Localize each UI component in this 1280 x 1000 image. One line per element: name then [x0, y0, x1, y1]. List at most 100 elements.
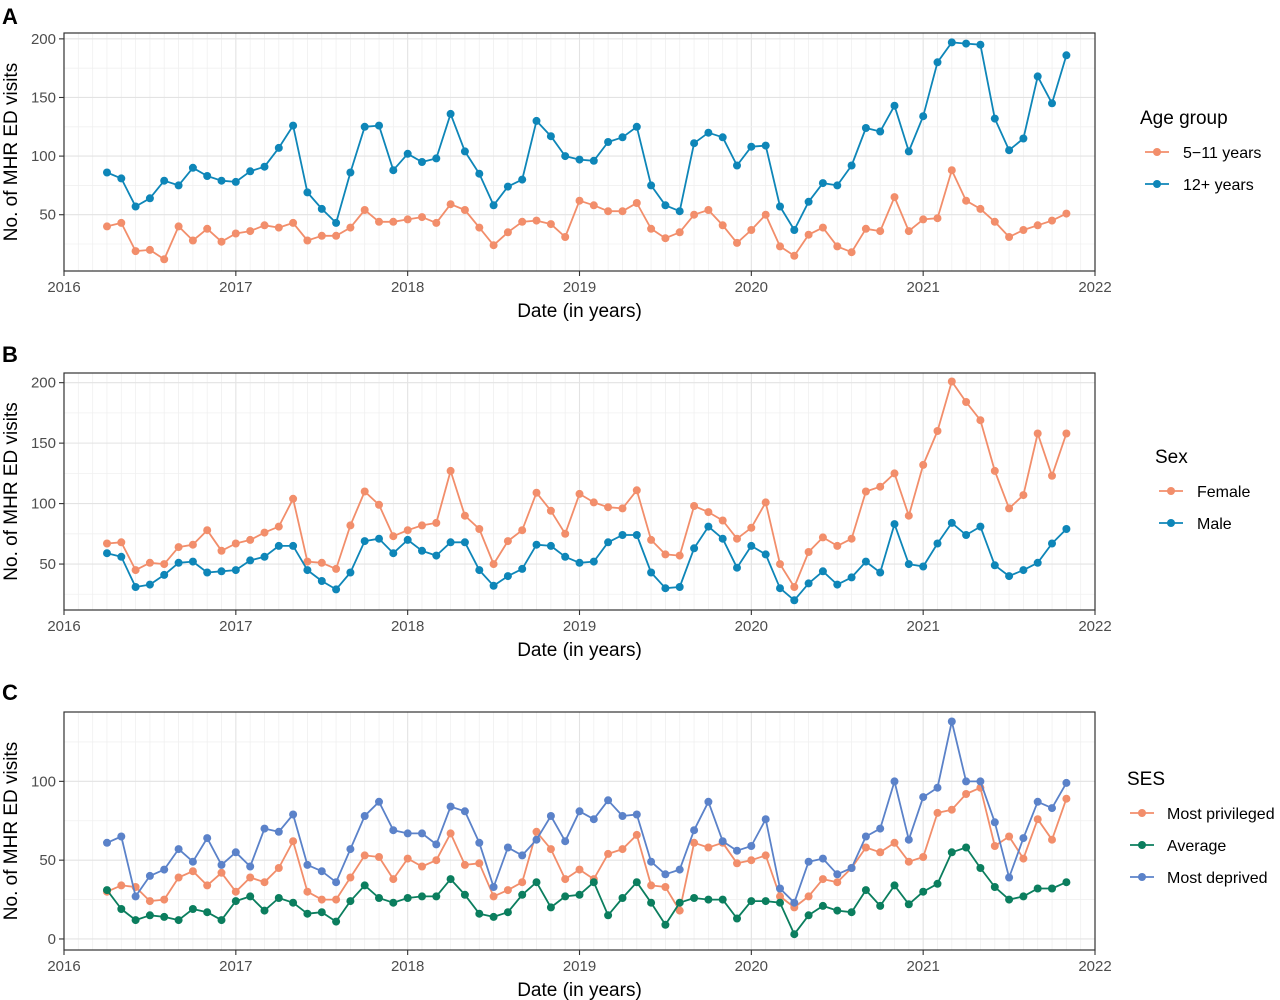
data-point: [160, 895, 169, 904]
data-point: [632, 486, 641, 495]
data-point: [332, 878, 341, 887]
data-point: [718, 221, 727, 230]
data-point: [618, 812, 627, 820]
data-point: [704, 797, 713, 806]
data-point: [418, 158, 426, 166]
data-point: [1033, 221, 1042, 230]
data-point: [733, 161, 741, 170]
data-point: [475, 909, 484, 918]
data-point: [833, 906, 842, 915]
data-point: [303, 557, 312, 566]
data-point: [503, 572, 512, 581]
data-point: [475, 838, 484, 847]
y-tick-label: 50: [39, 556, 56, 573]
data-point: [747, 897, 756, 906]
data-point: [303, 188, 312, 197]
y-tick-label: 150: [31, 435, 56, 452]
data-point: [289, 218, 298, 227]
data-point: [618, 133, 627, 142]
data-point: [360, 487, 369, 496]
data-point: [890, 469, 899, 478]
data-point: [933, 539, 942, 548]
data-point: [546, 812, 555, 820]
data-point: [131, 202, 140, 211]
data-point: [747, 856, 756, 865]
data-point: [761, 498, 770, 507]
data-point: [604, 503, 613, 512]
data-point: [160, 176, 169, 185]
data-point: [647, 857, 656, 866]
data-point: [446, 466, 455, 475]
data-point: [632, 810, 641, 819]
data-point: [890, 193, 899, 202]
data-point: [833, 541, 842, 550]
legend-title: SES: [1127, 769, 1165, 790]
data-point: [647, 881, 656, 890]
data-point: [647, 898, 656, 907]
data-point: [117, 218, 126, 227]
data-point: [1019, 892, 1028, 901]
data-point: [332, 585, 341, 594]
data-point: [317, 558, 326, 567]
data-point: [546, 220, 555, 229]
data-point: [289, 898, 298, 907]
data-point: [145, 911, 154, 920]
data-point: [1048, 539, 1056, 548]
data-point: [933, 214, 942, 223]
data-point: [489, 883, 498, 891]
x-tick-label: 2022: [1078, 618, 1111, 635]
data-point: [231, 887, 240, 896]
x-tick-label: 2016: [47, 279, 80, 296]
data-point: [604, 849, 613, 858]
data-point: [217, 916, 226, 925]
data-point: [890, 777, 899, 786]
data-point: [446, 109, 455, 118]
data-point: [103, 886, 111, 895]
data-point: [446, 875, 455, 884]
data-point: [589, 156, 598, 165]
data-point: [1005, 873, 1014, 882]
data-point: [733, 238, 741, 247]
data-point: [203, 834, 212, 843]
data-point: [632, 830, 641, 839]
y-axis-title: No. of MHR ED visits: [1, 742, 22, 920]
data-point: [876, 227, 885, 236]
data-point: [160, 255, 169, 264]
data-point: [604, 138, 613, 146]
legend-key-point: [1153, 180, 1161, 188]
data-point: [561, 875, 570, 884]
panel-A: A 2016 2017 2018 2019 2020 2021 2022 50 100 150 200…: [1, 4, 1261, 322]
data-point: [403, 535, 412, 544]
data-point: [375, 853, 383, 861]
data-point: [160, 865, 169, 874]
data-point: [389, 166, 398, 175]
data-point: [647, 535, 656, 544]
data-point: [847, 864, 856, 872]
x-tick-label: 2020: [735, 958, 768, 975]
data-point: [418, 213, 426, 222]
data-point: [145, 245, 154, 254]
series-most-deprived: [103, 717, 1071, 907]
data-point: [575, 155, 584, 164]
data-point: [475, 223, 484, 232]
data-point: [861, 843, 870, 852]
data-point: [475, 859, 484, 868]
data-point: [217, 868, 226, 877]
data-point: [260, 552, 269, 561]
data-point: [962, 843, 971, 852]
data-point: [289, 121, 298, 130]
data-point: [160, 560, 169, 569]
data-point: [231, 229, 240, 238]
data-point: [733, 534, 741, 543]
legend-item: Average: [1130, 838, 1226, 855]
data-point: [503, 228, 512, 237]
data-point: [675, 551, 684, 560]
data-point: [575, 196, 584, 205]
panel-C: C 2016 2017 2018 2019 2020 2021 2022 0 50 100 Date …: [1, 680, 1275, 1000]
data-point: [861, 886, 870, 895]
legend-label: Male: [1197, 516, 1232, 533]
legend-title: Age group: [1140, 108, 1228, 129]
data-point: [174, 543, 183, 552]
data-point: [231, 177, 240, 186]
data-point: [690, 826, 699, 835]
